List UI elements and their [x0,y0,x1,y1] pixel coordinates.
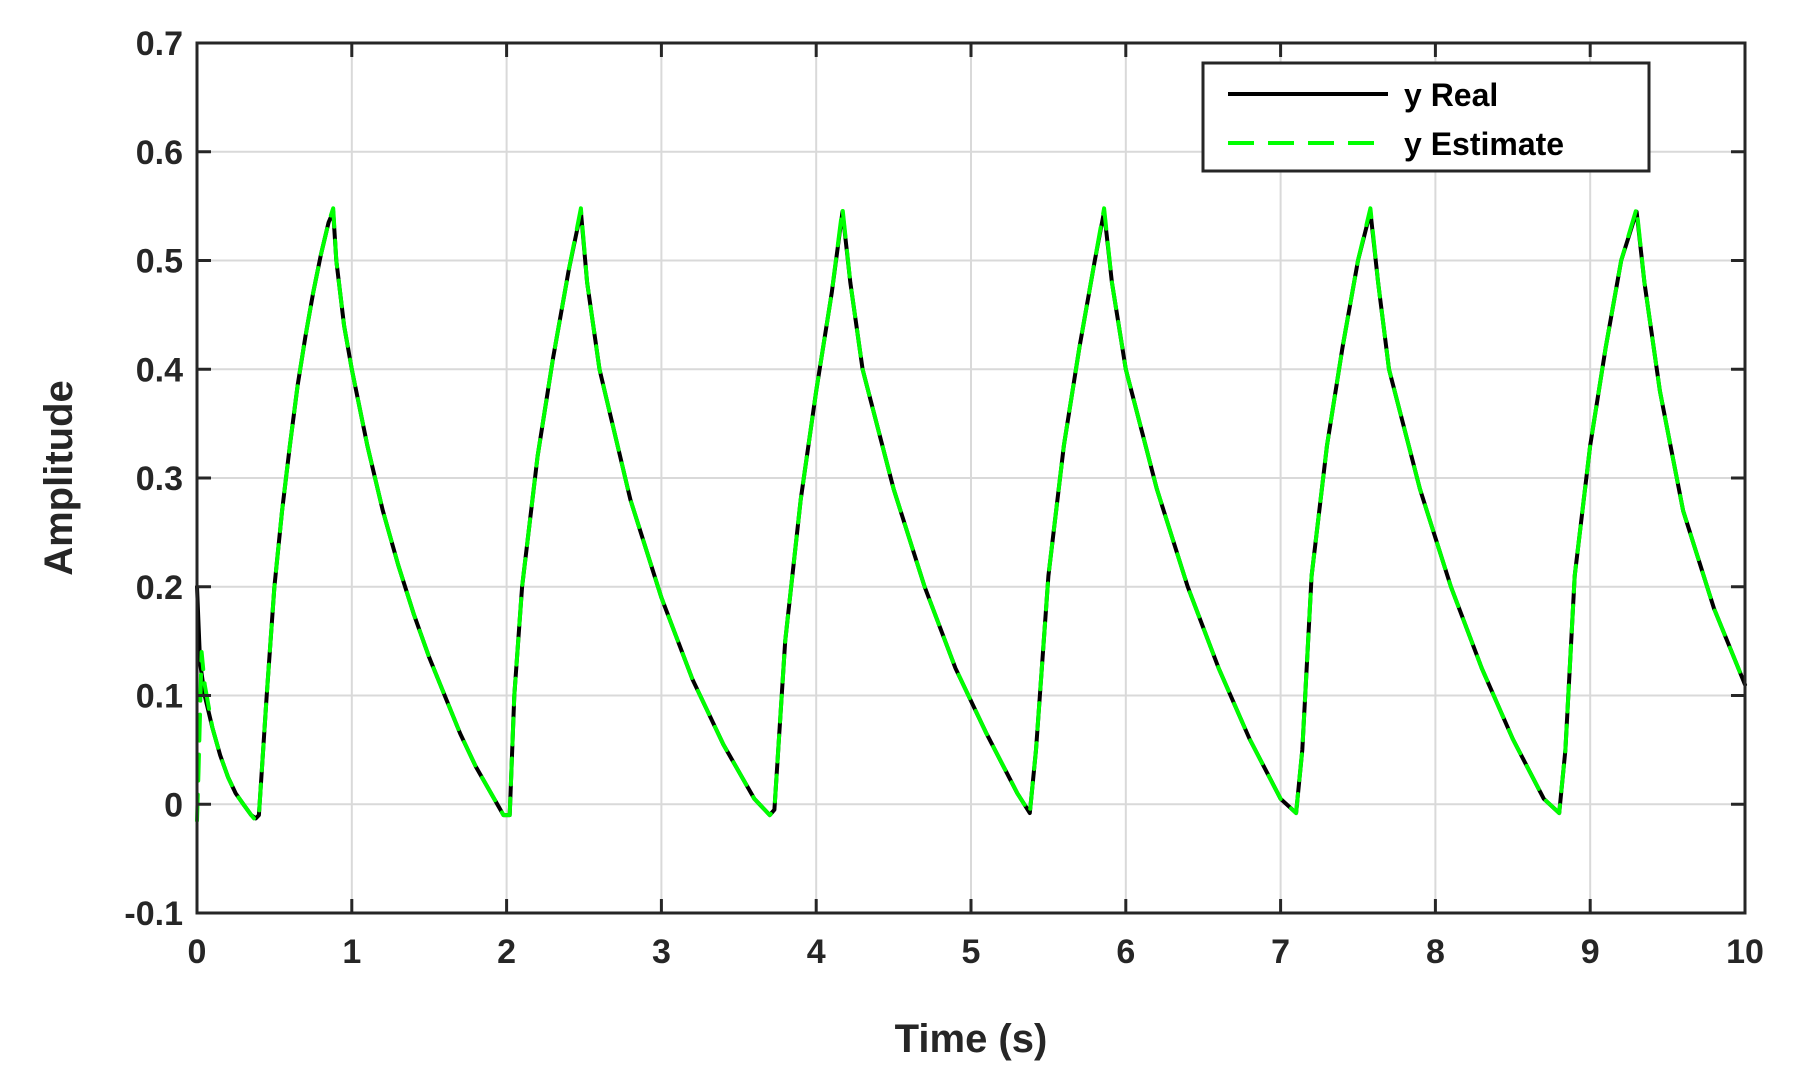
x-axis-title: Time (s) [895,1017,1048,1061]
x-tick-label: 0 [188,933,207,971]
y-tick-label: 0.5 [136,243,183,281]
x-tick-label: 4 [807,933,826,971]
x-tick-label: 9 [1581,933,1600,971]
y-tick-label: 0.2 [136,569,183,607]
x-tick-label: 5 [962,933,981,971]
legend: y Real y Estimate [1201,61,1651,173]
series-line-y-estimate [195,206,1747,823]
x-tick-label: 3 [652,933,671,971]
x-tick-label: 8 [1426,933,1445,971]
y-tick-label: 0.6 [136,134,183,172]
x-tick-label: 1 [342,933,361,971]
legend-box [1201,61,1651,173]
series-layer [195,206,1747,823]
ticks: 0 1 2 3 4 5 6 7 8 9 10-0.100.10.20.30.40.50.60.7 [124,25,1764,971]
x-tick-label: 7 [1271,933,1290,971]
x-tick-label: 10 [1726,933,1764,971]
legend-label-y-real: y Real [1404,77,1498,113]
y-tick-label: 0.7 [136,25,183,63]
legend-label-y-estimate: y Estimate [1404,126,1564,162]
y-axis-title: Amplitude [37,380,81,576]
x-tick-label: 2 [497,933,516,971]
y-tick-label: 0.3 [136,460,183,498]
y-tick-label: 0 [164,786,183,824]
y-tick-label: 0.4 [136,351,183,389]
y-tick-label: 0.1 [136,678,183,716]
y-tick-label: -0.1 [124,895,183,933]
x-tick-label: 6 [1116,933,1135,971]
